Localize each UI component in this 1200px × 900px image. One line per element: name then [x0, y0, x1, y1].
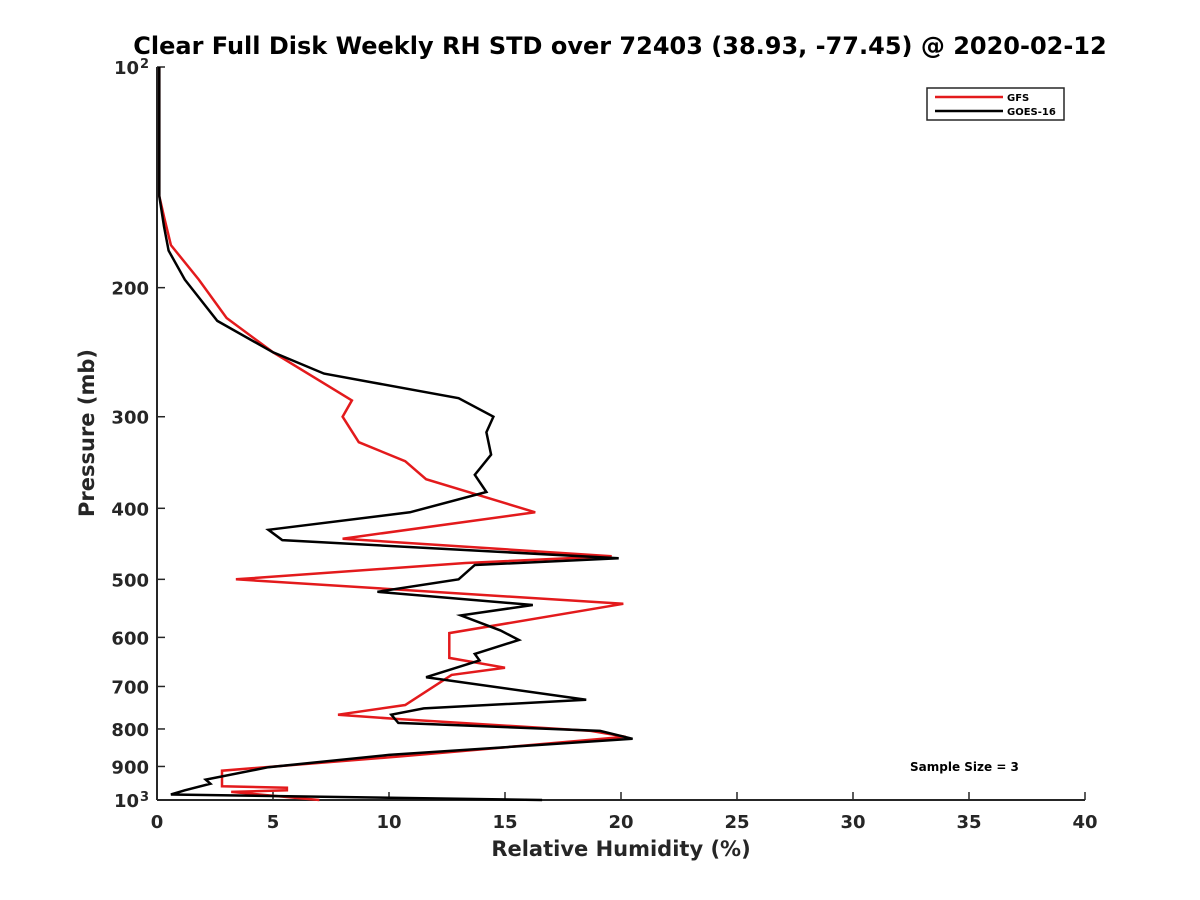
y-tick-label: 900 [111, 757, 149, 778]
x-tick-label: 25 [724, 812, 749, 833]
y-axis-label: Pressure (mb) [75, 349, 99, 517]
y-tick-exponent: 2 [140, 57, 149, 72]
y-tick-label: 800 [111, 720, 149, 741]
chart-title: Clear Full Disk Weekly RH STD over 72403… [133, 32, 1106, 60]
x-tick-label: 40 [1072, 812, 1097, 833]
y-tick-label: 500 [111, 570, 149, 591]
x-tick-label: 35 [956, 812, 981, 833]
sample-size-annotation: Sample Size = 3 [910, 760, 1019, 774]
x-tick-label: 5 [267, 812, 280, 833]
legend-label-gfs: GFS [1007, 93, 1029, 104]
series-layer [158, 67, 633, 802]
series-line-gfs [158, 67, 626, 802]
y-tick-label: 700 [111, 677, 149, 698]
y-tick-label: 200 [111, 279, 149, 300]
x-tick-label: 30 [840, 812, 865, 833]
x-tick-label: 10 [376, 812, 401, 833]
y-tick-label: 10 [114, 791, 139, 812]
y-tick-label: 10 [114, 58, 139, 79]
plot-background [157, 67, 1085, 800]
series-line-goes-16 [158, 67, 633, 802]
legend-box [926, 87, 1065, 121]
y-tick-label: 600 [111, 628, 149, 649]
plot-area: 0 5 10 15 20 25 30 35 40 10 220030040050060070080… [111, 57, 1097, 833]
x-axis-label: Relative Humidity (%) [491, 837, 750, 861]
x-tick-label: 0 [151, 812, 164, 833]
y-tick-label: 400 [111, 499, 149, 520]
x-tick-label: 20 [608, 812, 633, 833]
legend: GFS GOES-16 [926, 87, 1065, 121]
legend-label-goes16: GOES-16 [1007, 107, 1056, 118]
y-tick-label: 300 [111, 408, 149, 429]
x-axis-ticks: 0 5 10 15 20 25 30 35 40 [151, 792, 1098, 833]
y-tick-exponent: 3 [140, 790, 149, 805]
x-tick-label: 15 [492, 812, 517, 833]
